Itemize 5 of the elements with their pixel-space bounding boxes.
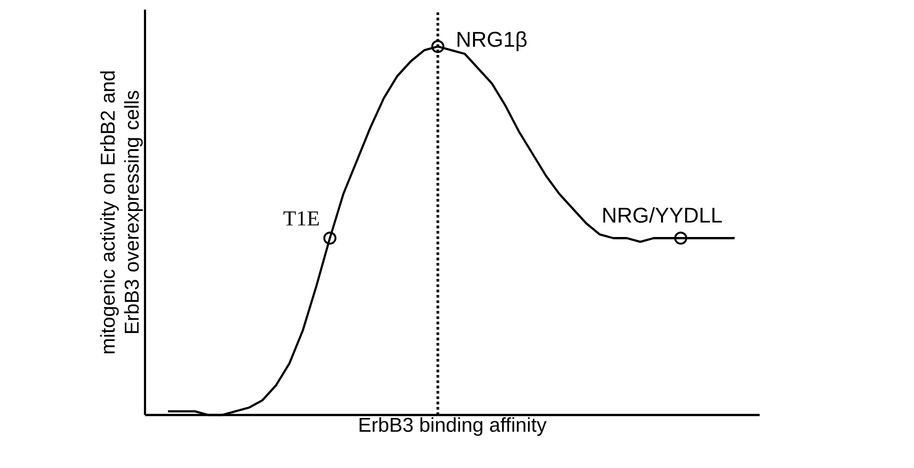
series-label: NRG1β bbox=[458, 31, 527, 52]
series-label: NRG/YYDLL bbox=[603, 207, 722, 223]
y-axis-title: mitogenic activity on ErbB2 and ErbB3 overexpressing cells bbox=[100, 71, 143, 354]
x-axis-title: ErbB3 binding affinity bbox=[360, 417, 547, 436]
series-label: T1E bbox=[283, 211, 319, 226]
